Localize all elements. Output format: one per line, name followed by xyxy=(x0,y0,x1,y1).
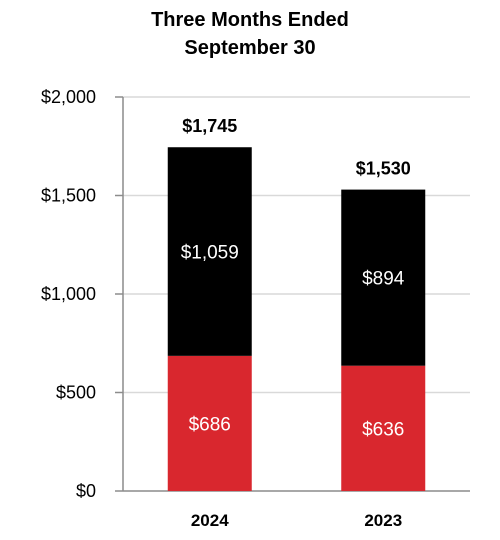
chart-title-line-1: Three Months Ended xyxy=(151,9,349,31)
chart-title-line-2: September 30 xyxy=(184,37,315,59)
y-tick-label: $2,000 xyxy=(41,87,96,107)
labels: $686 $1,059 $1,745 2024 $636 $894 $1,530 2023 xyxy=(181,116,411,530)
y-tick-label: $1,500 xyxy=(41,186,96,206)
y-tick-label: $1,000 xyxy=(41,284,96,304)
segment-value-label: $636 xyxy=(362,419,404,440)
bar-segment xyxy=(341,189,426,366)
bars xyxy=(167,147,426,491)
x-category-label: 2023 xyxy=(364,511,402,530)
y-axis: $0 $500 $1,000 $1,500 $2,000 xyxy=(41,87,470,501)
y-tick-label: $0 xyxy=(76,481,96,501)
bar-total-label: $1,530 xyxy=(356,159,411,179)
bar-total-label: $1,745 xyxy=(182,116,237,136)
segment-value-label: $1,059 xyxy=(181,243,239,264)
bar-segment xyxy=(341,365,426,491)
y-tick-label: $500 xyxy=(56,383,96,403)
segment-value-label: $686 xyxy=(189,414,231,435)
bar-segment xyxy=(167,355,252,491)
x-category-label: 2024 xyxy=(191,511,229,530)
segment-value-label: $894 xyxy=(362,269,405,290)
bar-segment xyxy=(167,147,252,356)
